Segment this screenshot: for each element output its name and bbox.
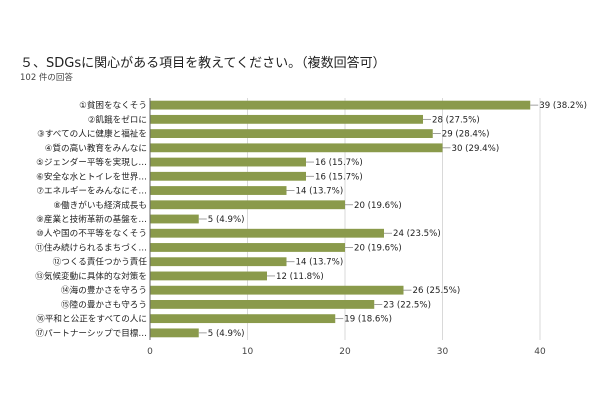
value-label: 30 (29.4%) <box>452 144 500 154</box>
x-tick-label: 20 <box>339 347 351 357</box>
category-label: ②飢餓をゼロに <box>88 113 147 125</box>
value-label: 5 (4.9%) <box>208 215 245 225</box>
bar-5 <box>150 157 306 167</box>
bar-7 <box>150 186 287 195</box>
value-label: 20 (19.6%) <box>354 201 402 211</box>
value-label: 29 (28.4%) <box>442 130 490 140</box>
value-label: 12 (11.8%) <box>276 272 324 282</box>
value-label: 23 (22.5%) <box>383 300 431 310</box>
category-label: ⑦エネルギーをみんなにそ… <box>36 186 147 197</box>
bar-12 <box>150 257 287 267</box>
x-tick-label: 10 <box>242 347 254 357</box>
category-label: ⑩人や国の不平等をなくそう <box>36 227 147 239</box>
category-label: ⑬気候変動に具体的な対策を <box>35 270 147 282</box>
bar-3 <box>150 129 433 139</box>
category-label: ④質の高い教育をみんなに <box>45 142 147 154</box>
value-label: 14 (13.7%) <box>296 187 344 197</box>
bar-16 <box>150 314 336 324</box>
value-label: 24 (23.5%) <box>393 229 441 239</box>
bar-1 <box>150 100 531 110</box>
bar-10 <box>150 228 384 238</box>
bar-9 <box>150 214 199 224</box>
value-label: 16 (15.7%) <box>315 158 363 168</box>
value-label: 26 (25.5%) <box>413 286 461 296</box>
x-tick-label: 40 <box>534 347 546 357</box>
bar-13 <box>150 271 267 281</box>
bar-4 <box>150 143 443 153</box>
value-label: 5 (4.9%) <box>208 329 245 339</box>
bar-17 <box>150 328 199 338</box>
category-label: ⑫つくる責任つかう責任 <box>53 256 148 268</box>
value-label: 20 (19.6%) <box>354 243 402 253</box>
category-label: ⑭海の豊かさを守ろう <box>61 284 147 296</box>
value-label: 39 (38.2%) <box>539 101 587 111</box>
category-label: ③すべての人に健康と福祉を <box>37 128 147 140</box>
bar-2 <box>150 114 423 124</box>
value-label: 16 (15.7%) <box>315 172 363 182</box>
response-count: 102 件の回答 <box>20 73 73 83</box>
bar-14 <box>150 285 404 295</box>
bar-6 <box>150 171 306 181</box>
category-label: ⑯平和と公正をすべての人に <box>36 314 147 325</box>
bar-11 <box>150 243 345 252</box>
category-label: ⑤ジェンダー平等を実現し… <box>36 156 147 168</box>
bar-8 <box>150 200 345 210</box>
x-tick-label: 0 <box>147 347 153 357</box>
category-label: ⑥安全な水とトイレを世界… <box>36 170 147 182</box>
value-label: 19 (18.6%) <box>344 315 392 325</box>
category-label: ①貧困をなくそう <box>79 99 147 111</box>
value-label: 28 (27.5%) <box>432 115 480 125</box>
category-label: ⑪住み続けられるまちづく… <box>35 241 147 253</box>
category-label: ⑰パートナーシップで目標… <box>35 327 147 339</box>
category-label: ⑧働きがいも経済成長も <box>53 199 147 211</box>
category-label: ⑮陸の豊かさも守ろう <box>61 298 147 310</box>
bar-15 <box>150 299 375 309</box>
x-tick-label: 30 <box>437 347 449 357</box>
chart-title: ５、SDGsに関心がある項目を教えてください。（複数回答可） <box>20 56 386 71</box>
value-label: 14 (13.7%) <box>296 258 344 268</box>
category-label: ⑨産業と技術革新の基盤を… <box>36 213 147 225</box>
